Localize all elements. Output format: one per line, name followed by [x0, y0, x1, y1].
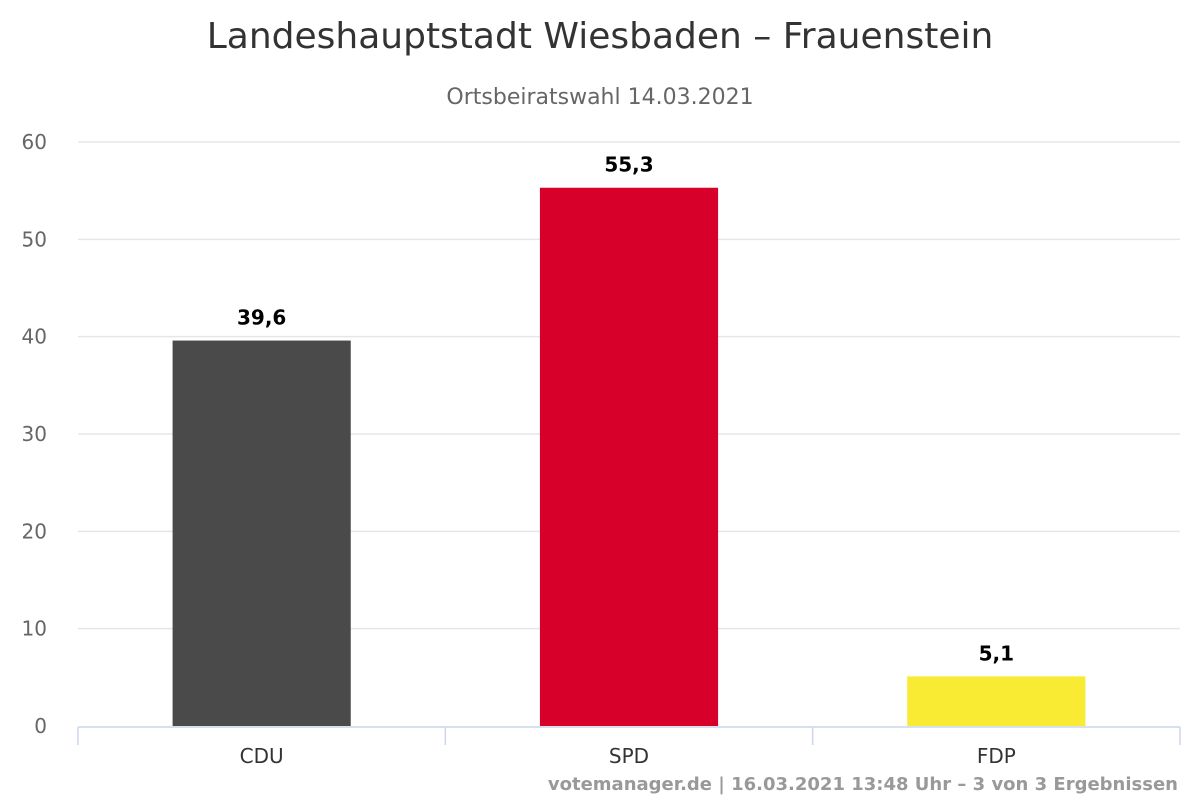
y-axis-tick-labels: 0 10 20 30 40 50 60: [22, 130, 47, 738]
y-tick-label: 30: [22, 422, 47, 446]
y-tick-label: 40: [22, 325, 47, 349]
bar-fdp[interactable]: [907, 676, 1086, 726]
x-tick-label: SPD: [609, 744, 649, 768]
y-tick-label: 10: [22, 617, 47, 641]
chart-subtitle: Ortsbeiratswahl 14.03.2021: [446, 85, 753, 110]
x-tick-label: CDU: [240, 744, 284, 768]
bars: [172, 187, 1086, 726]
data-label: 39,6: [237, 306, 286, 330]
data-labels: 39,6 55,3 5,1: [237, 153, 1014, 666]
x-axis: CDU SPD FDP: [77, 726, 1181, 768]
y-tick-label: 50: [22, 227, 47, 251]
credits[interactable]: votemanager.de | 16.03.2021 13:48 Uhr – …: [548, 774, 1178, 795]
y-tick-label: 20: [22, 519, 47, 543]
data-label: 5,1: [979, 641, 1014, 665]
bar-spd[interactable]: [539, 187, 719, 726]
x-tick-label: FDP: [977, 744, 1016, 768]
chart-title: Landeshauptstadt Wiesbaden – Frauenstein: [207, 16, 994, 57]
data-label: 55,3: [604, 153, 653, 177]
y-tick-label: 60: [22, 130, 47, 154]
y-tick-label: 0: [34, 714, 47, 738]
bar-cdu[interactable]: [172, 340, 351, 726]
